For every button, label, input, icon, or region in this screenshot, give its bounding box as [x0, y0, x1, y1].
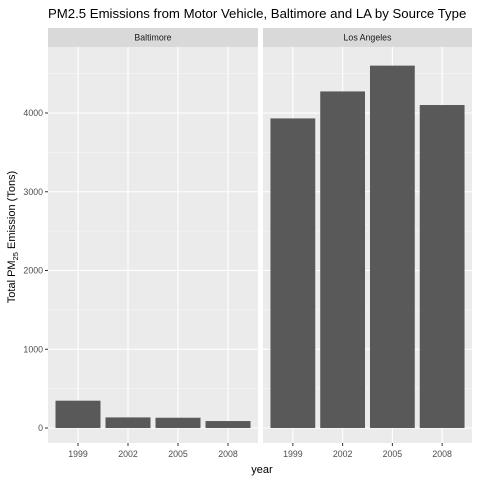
bar [270, 118, 316, 428]
chart-title: PM2.5 Emissions from Motor Vehicle, Balt… [48, 6, 466, 21]
x-tick-label: 2008 [218, 449, 238, 459]
y-tick-label: 4000 [23, 108, 43, 118]
bar [419, 105, 465, 428]
facet-strip [48, 28, 258, 47]
x-tick-label: 2002 [333, 449, 353, 459]
facet-strip-label: Los Angeles [344, 33, 393, 43]
bar [55, 400, 101, 428]
bar [105, 417, 151, 428]
x-tick-label: 2005 [168, 449, 188, 459]
facet-strip [263, 28, 472, 47]
panel-background [48, 47, 258, 443]
x-tick-label: 2008 [432, 449, 452, 459]
y-tick-label: 3000 [23, 187, 43, 197]
facet-panels: Baltimore 1999 2002 2005 2008 Los Angeles 1999… [48, 28, 472, 459]
facet-strip-label: Baltimore [134, 33, 171, 43]
y-axis: 0 1000 2000 3000 4000 [23, 108, 48, 433]
x-tick-label: 2002 [118, 449, 138, 459]
bar [155, 417, 201, 428]
facet-panel-1: Los Angeles 1999 2002 2005 2008 [263, 28, 472, 459]
x-axis-title: year [251, 464, 273, 476]
y-axis-title-suffix: Emission (Tons) [6, 171, 18, 252]
x-tick-label: 1999 [68, 449, 88, 459]
y-tick-label: 0 [38, 423, 43, 433]
facet-panel-0: Baltimore 1999 2002 2005 2008 [48, 28, 258, 459]
bar [320, 91, 366, 429]
y-axis-title: Total PM25 Emission (Tons) [6, 171, 20, 303]
y-tick-label: 2000 [23, 266, 43, 276]
y-axis-title-subscript: 25 [11, 252, 20, 260]
bar [205, 421, 251, 428]
bar [369, 65, 415, 429]
x-tick-label: 1999 [283, 449, 303, 459]
x-tick-label: 2005 [383, 449, 403, 459]
y-axis-title-prefix: Total PM [6, 260, 18, 303]
y-tick-label: 1000 [23, 344, 43, 354]
